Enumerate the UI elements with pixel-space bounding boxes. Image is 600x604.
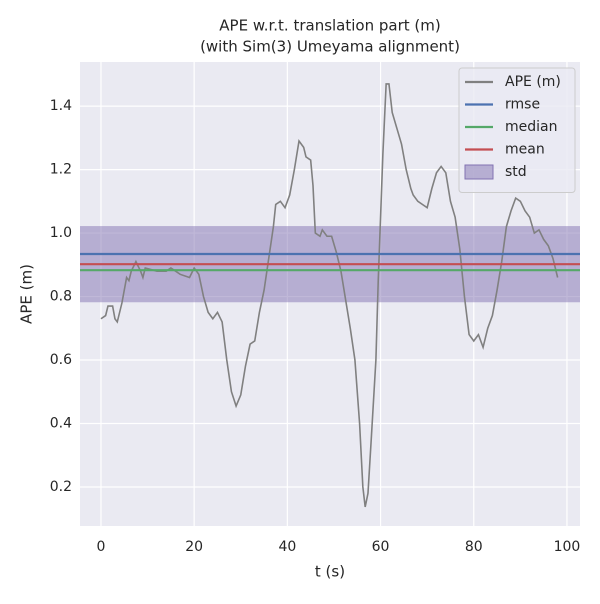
x-tick-label: 100 xyxy=(554,539,581,555)
y-axis-label: APE (m) xyxy=(18,264,36,324)
y-tick-label: 1.4 xyxy=(50,98,72,114)
ape-line xyxy=(100,83,559,508)
chart-subtitle: (with Sim(3) Umeyama alignment) xyxy=(200,38,460,56)
chart-title: APE w.r.t. translation part (m) xyxy=(219,17,440,35)
x-tick-label: 60 xyxy=(372,539,390,555)
y-tick-label: 0.6 xyxy=(50,352,72,368)
x-tick-label: 0 xyxy=(97,539,106,555)
y-tick-label: 1.0 xyxy=(50,225,72,241)
legend-label: APE (m) xyxy=(505,74,561,90)
legend-label: mean xyxy=(505,142,545,158)
y-tick-label: 0.4 xyxy=(50,415,72,431)
legend-label: rmse xyxy=(505,97,540,113)
legend-label: std xyxy=(505,164,527,180)
y-tick-label: 0.2 xyxy=(50,479,72,495)
x-tick-label: 20 xyxy=(185,539,203,555)
y-tick-label: 0.8 xyxy=(50,289,72,305)
legend-swatch xyxy=(464,164,494,180)
legend-label: median xyxy=(505,119,557,135)
x-tick-label: 80 xyxy=(465,539,483,555)
x-axis-label: t (s) xyxy=(315,563,345,581)
y-tick-label: 1.2 xyxy=(50,162,72,178)
legend-box xyxy=(458,67,576,193)
x-tick-label: 40 xyxy=(278,539,296,555)
